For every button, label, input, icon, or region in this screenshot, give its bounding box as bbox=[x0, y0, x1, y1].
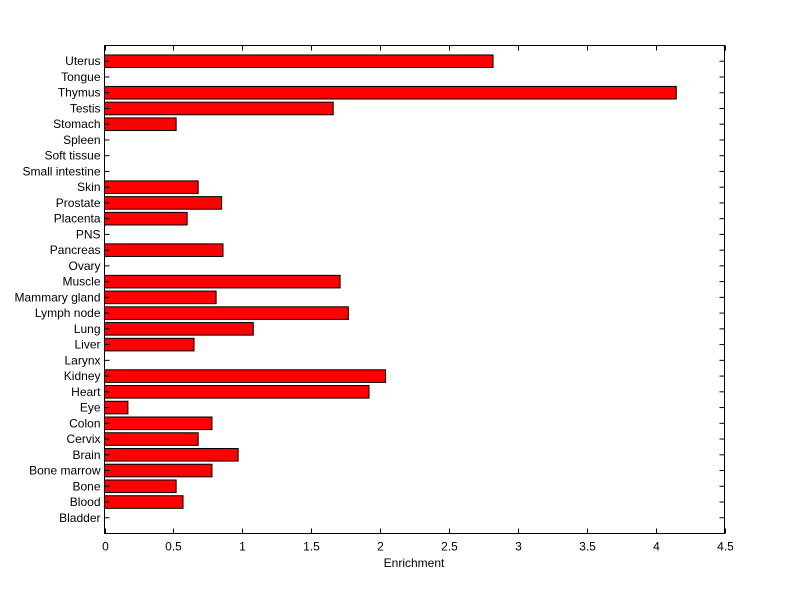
x-tick-label: 0.5 bbox=[165, 540, 182, 554]
x-tick-label: 2.5 bbox=[441, 540, 458, 554]
bar-colon bbox=[104, 416, 213, 431]
y-tick-label: Heart bbox=[71, 385, 101, 399]
y-tick-label: Pancreas bbox=[50, 243, 101, 257]
y-tick-label: Placenta bbox=[54, 212, 101, 226]
x-tick-label: 4 bbox=[653, 540, 660, 554]
x-tick-label: 2 bbox=[377, 540, 384, 554]
bar-testis bbox=[104, 101, 334, 116]
y-tick-label: Liver bbox=[74, 338, 100, 352]
y-tick-label: Spleen bbox=[63, 133, 100, 147]
y-tick-label: Tongue bbox=[61, 70, 101, 84]
y-tick-label: Eye bbox=[80, 401, 101, 415]
bar-kidney bbox=[104, 369, 387, 383]
y-tick-label: Cervix bbox=[66, 432, 100, 446]
x-tick-label: 0 bbox=[102, 540, 109, 554]
y-tick-label: Bladder bbox=[59, 511, 100, 525]
y-tick-label: Ovary bbox=[68, 259, 100, 273]
bar-liver bbox=[104, 337, 195, 352]
y-tick-label: Testis bbox=[70, 101, 101, 115]
y-tick-label: PNS bbox=[76, 227, 101, 241]
x-tick-label: 1.5 bbox=[303, 540, 320, 554]
x-tick-label: 1 bbox=[239, 540, 246, 554]
bar-muscle bbox=[104, 274, 341, 289]
x-tick-label: 3.5 bbox=[579, 540, 596, 554]
y-tick-label: Bone bbox=[72, 479, 100, 493]
bar-heart bbox=[104, 385, 370, 399]
y-tick-label: Mammary gland bbox=[14, 290, 100, 304]
y-tick-label: Blood bbox=[70, 495, 101, 509]
y-tick-label: Thymus bbox=[58, 86, 101, 100]
plot-frame bbox=[104, 45, 725, 534]
y-tick-label: Uterus bbox=[65, 54, 100, 68]
y-tick-label: Prostate bbox=[56, 196, 101, 210]
y-tick-label: Skin bbox=[77, 180, 100, 194]
bar-lymph-node bbox=[104, 306, 349, 320]
bar-placenta bbox=[104, 211, 188, 226]
y-tick-label: Soft tissue bbox=[44, 149, 100, 163]
bar-stomach bbox=[104, 117, 177, 132]
bar-bone bbox=[104, 479, 177, 494]
bar-blood bbox=[104, 495, 184, 509]
y-tick-label: Lymph node bbox=[35, 306, 101, 320]
y-tick-label: Colon bbox=[69, 416, 100, 430]
y-tick-label: Small intestine bbox=[22, 164, 100, 178]
bar-cervix bbox=[104, 432, 199, 446]
bar-lung bbox=[104, 322, 254, 336]
y-tick-label: Bone marrow bbox=[29, 464, 101, 478]
bar-thymus bbox=[104, 85, 677, 100]
bar-brain bbox=[104, 447, 239, 462]
bar-prostate bbox=[104, 196, 223, 210]
bar-mammary-gland bbox=[104, 290, 217, 305]
y-tick-label: Larynx bbox=[64, 353, 100, 367]
x-tick-label: 4.5 bbox=[717, 540, 734, 554]
bar-pancreas bbox=[104, 243, 224, 257]
y-tick-label: Brain bbox=[72, 448, 100, 462]
x-axis-label: Enrichment bbox=[384, 556, 445, 570]
y-tick-label: Kidney bbox=[64, 369, 101, 383]
y-tick-label: Stomach bbox=[53, 117, 100, 131]
y-tick-label: Muscle bbox=[62, 275, 100, 289]
bar-bone-marrow bbox=[104, 463, 213, 478]
bar-uterus bbox=[104, 54, 494, 69]
x-tick-label: 3 bbox=[515, 540, 522, 554]
bar-skin bbox=[104, 180, 199, 194]
y-tick-label: Lung bbox=[74, 322, 101, 336]
